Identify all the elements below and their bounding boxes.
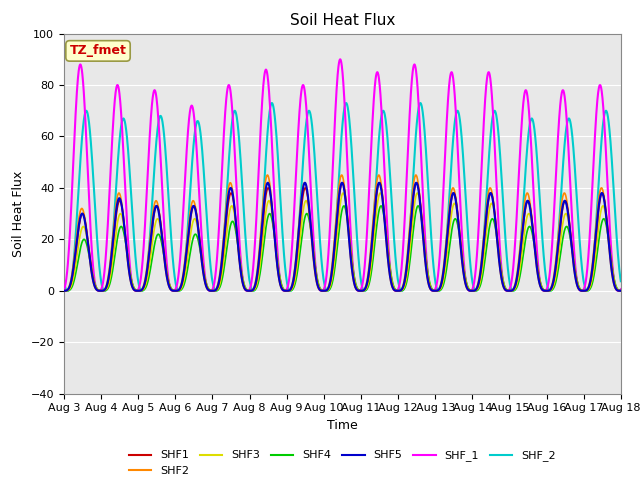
SHF5 [359, 288, 367, 294]
SHF5 [60, 288, 68, 294]
SHF4 [60, 288, 68, 294]
SHF5 [617, 288, 625, 294]
SHF1 [216, 279, 223, 285]
Title: Soil Heat Flux: Soil Heat Flux [290, 13, 395, 28]
SHF_1 [60, 287, 68, 292]
Legend: SHF1, SHF2, SHF3, SHF4, SHF5, SHF_1, SHF_2: SHF1, SHF2, SHF3, SHF4, SHF5, SHF_1, SHF… [124, 446, 561, 480]
SHF3 [60, 288, 68, 294]
SHF1 [617, 288, 625, 294]
SHF2 [264, 172, 271, 178]
SHF2 [617, 288, 625, 294]
SHF5 [371, 206, 379, 212]
Line: SHF2: SHF2 [64, 175, 621, 291]
Y-axis label: Soil Heat Flux: Soil Heat Flux [12, 170, 25, 257]
SHF5 [568, 248, 576, 254]
SHF3 [568, 244, 576, 250]
SHF2 [568, 249, 576, 254]
SHF_1 [505, 288, 513, 293]
SHF4 [617, 288, 625, 294]
SHF3 [617, 288, 625, 294]
SHF2 [584, 286, 591, 291]
SHF5 [505, 288, 513, 294]
SHF2 [60, 288, 68, 294]
SHF_1 [216, 220, 223, 226]
SHF_1 [584, 264, 591, 269]
SHF3 [358, 288, 366, 294]
SHF1 [358, 288, 366, 294]
SHF4 [414, 203, 422, 209]
X-axis label: Time: Time [327, 419, 358, 432]
SHF1 [584, 287, 591, 293]
SHF2 [371, 193, 379, 199]
Line: SHF5: SHF5 [64, 183, 621, 291]
Line: SHF3: SHF3 [64, 193, 621, 291]
SHF1 [371, 213, 378, 219]
SHF_1 [371, 81, 379, 87]
SHF_2 [60, 278, 68, 284]
Line: SHF4: SHF4 [64, 206, 621, 291]
SHF_2 [505, 272, 513, 278]
SHF_1 [244, 288, 252, 294]
SHF5 [216, 277, 223, 283]
SHF3 [504, 288, 512, 294]
SHF1 [60, 288, 68, 294]
SHF4 [216, 286, 223, 291]
SHF2 [216, 273, 223, 278]
SHF3 [371, 228, 378, 234]
SHF3 [216, 283, 223, 289]
Line: SHF_2: SHF_2 [64, 103, 621, 291]
SHF1 [568, 242, 575, 248]
SHF_2 [617, 278, 625, 284]
SHF2 [505, 288, 513, 294]
SHF_2 [371, 195, 379, 201]
SHF5 [375, 180, 383, 186]
SHF_2 [216, 282, 223, 288]
SHF1 [504, 288, 512, 294]
SHF_1 [337, 57, 344, 62]
SHF5 [584, 287, 591, 292]
SHF1 [413, 180, 420, 186]
SHF3 [584, 288, 591, 293]
SHF4 [584, 288, 591, 293]
SHF3 [413, 190, 421, 196]
SHF4 [505, 288, 513, 294]
SHF5 [356, 288, 364, 294]
SHF4 [568, 247, 576, 252]
Line: SHF1: SHF1 [64, 183, 621, 291]
SHF_2 [359, 286, 367, 292]
SHF_1 [568, 215, 576, 221]
SHF_1 [617, 287, 625, 292]
SHF4 [358, 288, 366, 294]
SHF_1 [359, 279, 367, 285]
SHF4 [470, 288, 477, 294]
SHF_2 [584, 288, 591, 294]
SHF_2 [568, 131, 576, 137]
SHF2 [359, 288, 367, 293]
SHF_2 [268, 100, 276, 106]
SHF3 [543, 288, 551, 294]
Line: SHF_1: SHF_1 [64, 60, 621, 291]
SHF4 [371, 243, 378, 249]
Text: TZ_fmet: TZ_fmet [70, 44, 127, 58]
SHF_2 [287, 288, 294, 294]
SHF2 [134, 288, 141, 294]
